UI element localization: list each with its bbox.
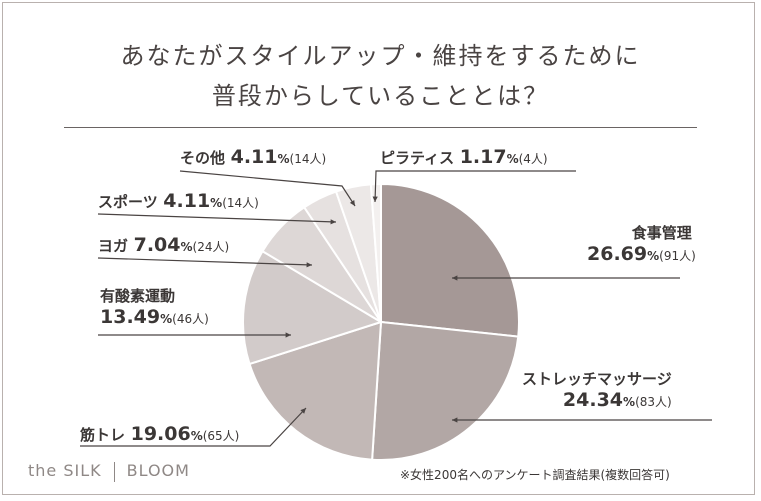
slice-1-percent: 24.34	[562, 389, 624, 411]
leader-arrow-3	[285, 332, 291, 338]
chart-title-line-1: あなたがスタイルアップ・維持をするために	[120, 42, 641, 70]
leader-arrow-1	[452, 417, 458, 423]
slice-7-count: (4人)	[518, 152, 548, 166]
label-slice-5: スポーツ 4.11%(14人)	[98, 190, 259, 212]
label-slice-7: ピラティス 1.17%(4人)	[380, 146, 548, 168]
brand-logo: the SILK BLOOM	[28, 461, 190, 482]
leader-arrow-7	[372, 196, 378, 202]
leader-line-7	[374, 170, 576, 203]
slice-2-unit: %	[190, 429, 203, 443]
slice-7-unit: %	[506, 152, 519, 166]
leader-line-5	[97, 213, 337, 223]
label-slice-1: ストレッチマッサージ 24.34%(83人)	[522, 368, 672, 411]
slice-6-unit: %	[277, 152, 290, 166]
title-divider	[64, 127, 697, 128]
brand-left: the SILK	[28, 461, 102, 480]
pie-slice-0	[380, 182, 520, 338]
chart-title-line-2: 普段からしていることとは？	[211, 82, 550, 110]
leader-line-6	[179, 170, 356, 207]
slice-4-count: (24人)	[192, 240, 230, 254]
slice-6-count: (14人)	[289, 152, 327, 166]
slice-3-name: 有酸素運動	[100, 287, 176, 305]
slice-0-count: (91人)	[659, 249, 696, 263]
brand-separator	[113, 461, 115, 482]
slice-3-percent: 13.49	[100, 306, 161, 328]
slice-3-unit: %	[160, 312, 173, 326]
slice-1-unit: %	[623, 395, 636, 409]
slice-0-percent: 26.69	[587, 243, 648, 265]
slice-2-name: 筋トレ	[80, 426, 126, 444]
leader-line-4	[97, 257, 313, 266]
pie-slice-3	[242, 249, 384, 366]
slice-4-name: ヨガ	[98, 237, 129, 255]
leader-arrow-5	[330, 219, 336, 225]
slice-2-count: (65人)	[202, 429, 240, 443]
slice-0-unit: %	[647, 249, 660, 263]
label-slice-3: 有酸素運動 13.49%(46人)	[100, 285, 209, 328]
label-slice-6: その他 4.11%(14人)	[180, 146, 326, 168]
label-slice-0: 食事管理 26.69%(91人)	[587, 222, 696, 265]
brand-right: BLOOM	[126, 461, 190, 480]
label-slice-4: ヨガ 7.04%(24人)	[98, 234, 229, 256]
leader-line-2	[80, 407, 307, 447]
leader-arrow-6	[349, 200, 355, 206]
slice-4-percent: 7.04	[133, 234, 181, 256]
slice-6-name: その他	[180, 149, 226, 167]
slice-3-count: (46人)	[172, 312, 209, 326]
slice-5-count: (14人)	[222, 196, 259, 210]
slice-4-unit: %	[180, 240, 193, 254]
pie-slice-2	[248, 320, 383, 461]
label-slice-2: 筋トレ 19.06%(65人)	[80, 423, 239, 445]
slice-7-name: ピラティス	[380, 149, 455, 167]
leader-arrow-2	[300, 408, 306, 414]
survey-footnote: ※女性200名へのアンケート調査結果(複数回答可)	[400, 468, 670, 482]
slice-1-count: (83人)	[635, 395, 672, 409]
slice-5-unit: %	[210, 196, 223, 210]
slice-6-percent: 4.11	[230, 146, 278, 168]
slice-5-name: スポーツ	[98, 193, 158, 211]
slice-1-name: ストレッチマッサージ	[522, 370, 672, 388]
slice-2-percent: 19.06	[130, 423, 191, 445]
slice-0-name: 食事管理	[631, 224, 692, 242]
pie-slice-1	[371, 320, 520, 461]
slice-7-percent: 1.17	[459, 146, 507, 168]
leader-arrow-0	[452, 275, 458, 281]
leader-arrow-4	[306, 262, 312, 268]
slice-5-percent: 4.11	[163, 190, 211, 212]
